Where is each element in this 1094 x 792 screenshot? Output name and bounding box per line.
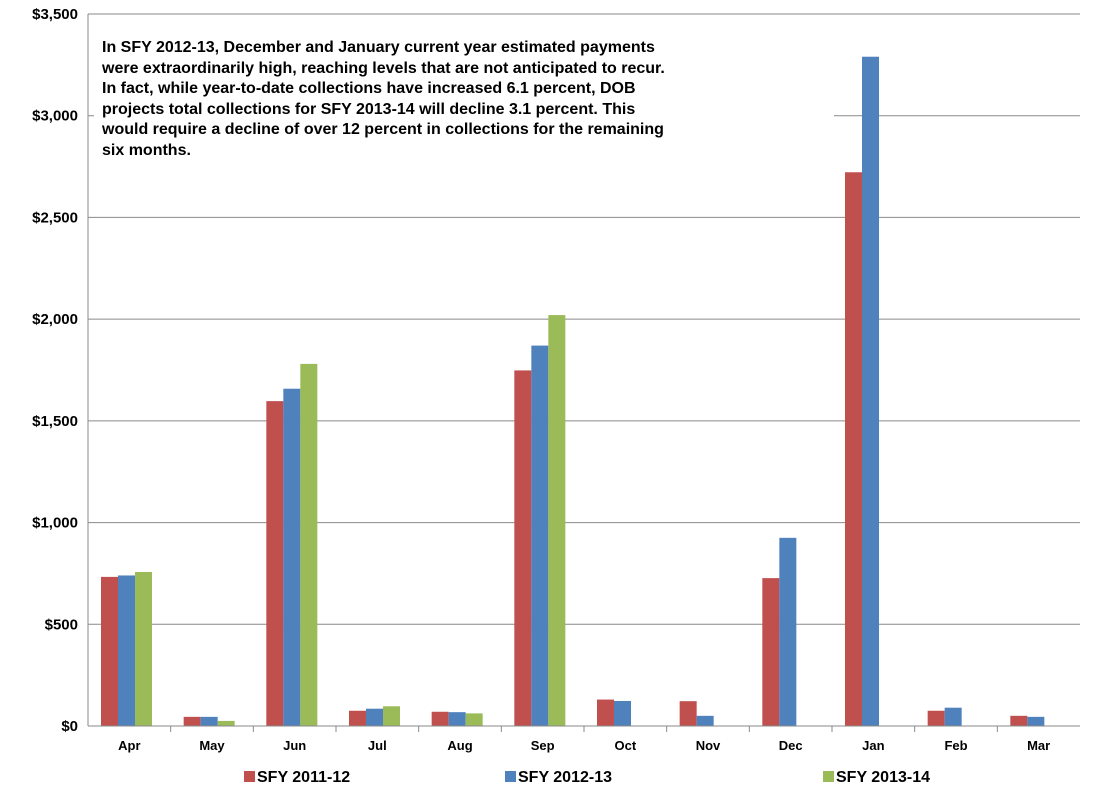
annotation-line: In fact, while year-to-date collections … [102,80,636,97]
y-tick-label: $500 [45,616,78,633]
bar-jul-series-3 [383,706,400,726]
axes [87,14,1080,732]
bar-aug-series-3 [465,713,483,726]
x-tick-label: Jul [368,738,387,753]
bar-oct-series-2 [614,700,631,726]
bar-oct-series-1 [597,699,614,726]
legend: SFY 2011-12 SFY 2012-13 SFY 2013-14 [244,769,930,786]
x-tick-label: Dec [779,738,803,753]
bar-jul-series-1 [349,710,366,726]
bar-jan-series-2 [862,56,879,727]
bar-may-series-3 [217,720,235,726]
x-tick-label: Mar [1027,738,1050,753]
y-tick-label: $3,000 [32,108,78,125]
bar-nov-series-2 [696,715,714,726]
annotation-line: would require a decline of over 12 perce… [102,121,664,138]
x-tick-label: Aug [447,738,472,753]
bar-jul-series-2 [366,708,383,726]
y-tick-label: $0 [61,718,78,735]
bar-may-series-2 [200,716,218,726]
y-tick-label: $2,500 [32,209,78,226]
bar-sep-series-1 [514,370,532,726]
legend-swatch [244,771,255,782]
legend-label: SFY 2011-12 [257,769,350,786]
annotation-line: projects total collections for SFY 2013-… [102,100,636,118]
legend-swatch [505,771,516,782]
bar-jun-series-3 [300,363,318,726]
x-tick-label: Apr [118,738,140,753]
x-tick-label: Feb [944,738,967,753]
bar-jan-series-1 [845,172,862,726]
bar-aug-series-1 [431,711,449,726]
bar-jun-series-1 [266,401,284,726]
legend-swatch [823,771,834,782]
bar-dec-series-2 [779,537,797,726]
y-axis-tick-labels: $0 $500 $1,000 $1,500 $2,000 $2,500 $3,000 $3,5… [32,6,78,735]
bar-mar-series-1 [1010,715,1028,726]
x-axis-tick-labels: Apr May Jun Jul Aug Sep Oct Nov Dec Jan Feb Mar [118,738,1050,753]
x-tick-label: Jan [862,738,884,753]
annotation-line: In SFY 2012-13, December and January cur… [102,39,655,56]
bar-sep-series-3 [548,315,566,726]
bar-apr-series-3 [135,572,152,726]
bar-sep-series-2 [531,345,549,726]
bar-feb-series-2 [944,707,962,726]
y-tick-label: $1,000 [32,515,78,532]
x-tick-label: Oct [614,738,636,753]
x-tick-label: Sep [531,738,555,753]
annotation-text-box: In SFY 2012-13, December and January cur… [94,24,834,184]
bars [101,56,1045,727]
bar-apr-series-2 [118,575,135,726]
y-tick-label: $2,000 [32,311,78,328]
bar-may-series-1 [183,716,201,726]
x-tick-label: Jun [283,738,306,753]
y-tick-label: $3,500 [32,6,78,23]
legend-label: SFY 2013-14 [836,769,930,786]
bar-apr-series-1 [101,576,118,726]
bar-aug-series-2 [448,712,466,726]
x-tick-label: May [199,738,225,753]
bar-mar-series-2 [1027,716,1045,726]
bar-nov-series-1 [679,701,697,726]
y-tick-label: $1,500 [32,413,78,430]
legend-label: SFY 2012-13 [518,769,612,786]
bar-dec-series-1 [762,578,780,726]
bar-jun-series-2 [283,388,301,726]
x-tick-label: Nov [696,738,721,753]
annotation-line: six months. [102,141,191,159]
bar-feb-series-1 [927,710,945,726]
annotation-line: were extraordinarily high, reaching leve… [102,59,665,77]
